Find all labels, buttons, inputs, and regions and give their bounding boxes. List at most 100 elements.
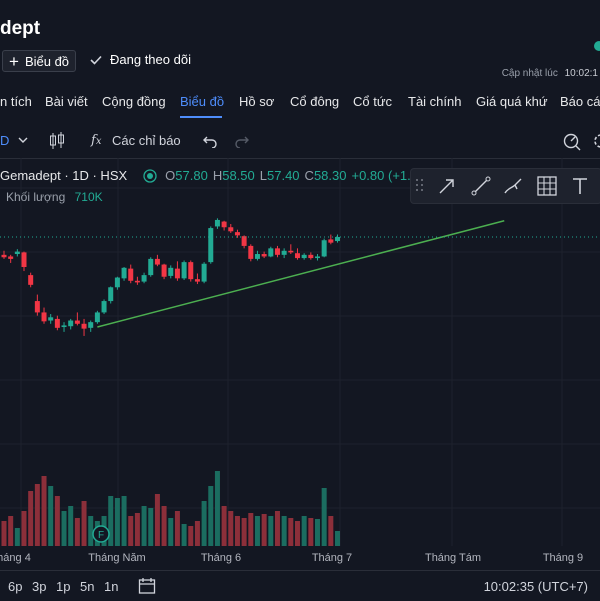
candle-body [148,258,154,276]
volume-bar [261,514,267,546]
follow-button[interactable]: Đang theo dõi [90,52,191,67]
interval-selector[interactable]: D [0,133,10,148]
market-open-icon [143,168,157,183]
candle-body [174,268,180,279]
price-chart[interactable]: háng 4 Tháng Năm Tháng 6 Tháng 7 Tháng Tám Th… [0,158,600,570]
candle-body [94,312,100,323]
candle-body [68,320,74,327]
candle-body [234,232,240,236]
settings-icon[interactable] [592,131,600,151]
line-tool-icon[interactable] [471,176,491,196]
volume-bar [321,488,327,546]
candle-body [241,236,247,246]
tab-reports[interactable]: Báo cá [560,94,600,109]
low-label: L [259,168,267,183]
text-tool-icon[interactable] [571,176,589,196]
grid-tool-icon[interactable] [537,176,557,196]
volume-bar [174,511,180,546]
calendar-range-icon[interactable] [138,577,156,595]
tab-community[interactable]: Cộng đồng [102,94,166,109]
close-value: 58.30 [313,168,347,183]
indicators-button[interactable]: Các chỉ báo [112,133,181,148]
volume-bar [68,506,74,546]
volume-bar [121,496,127,546]
chart-button[interactable]: + Biểu đồ [2,50,77,72]
volume-bar [74,518,80,546]
chart-footer: 6p 3p 1p 5n 1n 10:02:35 (UTC+7) [0,570,600,601]
range-5d[interactable]: 5n [80,579,95,594]
volume-bar [268,516,274,546]
change-value: +0.80 (+1.39 [351,168,426,183]
range-1d[interactable]: 1n [104,579,119,594]
volume-bar [48,486,54,546]
candle-body [194,279,200,282]
candle-body [201,263,207,282]
undo-icon[interactable] [202,134,218,148]
event-marker-label: F [98,530,104,541]
close-label: C [304,168,314,183]
candle-body [8,256,14,259]
volume-bar [314,519,320,546]
volume-bar [228,511,234,546]
volume-bar [128,516,134,546]
volume-bar [234,516,240,546]
low-value: 57.40 [267,168,300,183]
volume-bar [41,476,47,546]
candle-body [34,301,40,313]
candle-body [181,262,187,279]
volume-bar [294,521,300,546]
candlesticks [1,218,340,336]
candle-body [1,254,7,258]
tab-financials[interactable]: Tài chính [408,94,462,109]
event-marker[interactable]: F [92,525,110,543]
open-value: 57.80 [175,168,208,183]
volume-bar [54,496,60,546]
candle-body [161,264,167,277]
candle-body [281,250,287,255]
candle-body [248,245,254,259]
high-label: H [212,168,223,183]
tab-shareholders[interactable]: Cổ đông [290,94,340,109]
candle-body [21,252,27,267]
tab-profile[interactable]: Hồ sơ [239,94,275,109]
volume-bar [328,516,334,546]
range-6m[interactable]: 6p [8,579,23,594]
range-3m[interactable]: 3p [32,579,47,594]
tab-price-history[interactable]: Giá quá khứ [476,94,548,109]
candle-body [114,277,120,288]
trendline [97,220,505,328]
symbol-title[interactable]: Gemadept · 1D · HSX [0,168,128,183]
candle-body [254,254,260,259]
company-name: dept [0,18,41,39]
chart-button-label: Biểu đồ [24,53,70,69]
volume-bar [134,513,140,546]
arrow-tool-icon[interactable] [437,176,457,196]
range-1m[interactable]: 1p [56,579,71,594]
volume-bar [274,511,280,546]
indicators-icon[interactable]: fx [91,133,102,148]
tab-analysis[interactable]: n tích [0,94,32,109]
redo-icon[interactable] [234,134,250,148]
volume-bar [148,508,154,546]
candle-body [335,236,340,242]
candle-type-icon[interactable] [48,131,66,151]
brush-tool-icon[interactable] [503,176,525,196]
volume-value: 710K [74,190,103,204]
candle-body [128,268,134,281]
candle-body [88,322,94,328]
x-tick-label: háng 4 [0,552,31,564]
candle-body [41,312,47,322]
chevron-down-icon[interactable] [18,136,28,144]
drag-handle-icon[interactable] [415,176,425,194]
volume-bar [308,518,314,546]
volume-legend: Khối lượng 710K [0,190,103,204]
clock: 10:02:35 (UTC+7) [483,579,588,594]
replay-icon[interactable] [562,131,582,151]
chart-grid [0,158,600,546]
volume-bar [181,524,187,546]
tab-articles[interactable]: Bài viết [45,94,88,109]
volume-bar [61,511,67,546]
tab-chart[interactable]: Biểu đồ [180,94,225,109]
tab-dividends[interactable]: Cổ tức [353,94,393,109]
candle-body [121,267,127,279]
